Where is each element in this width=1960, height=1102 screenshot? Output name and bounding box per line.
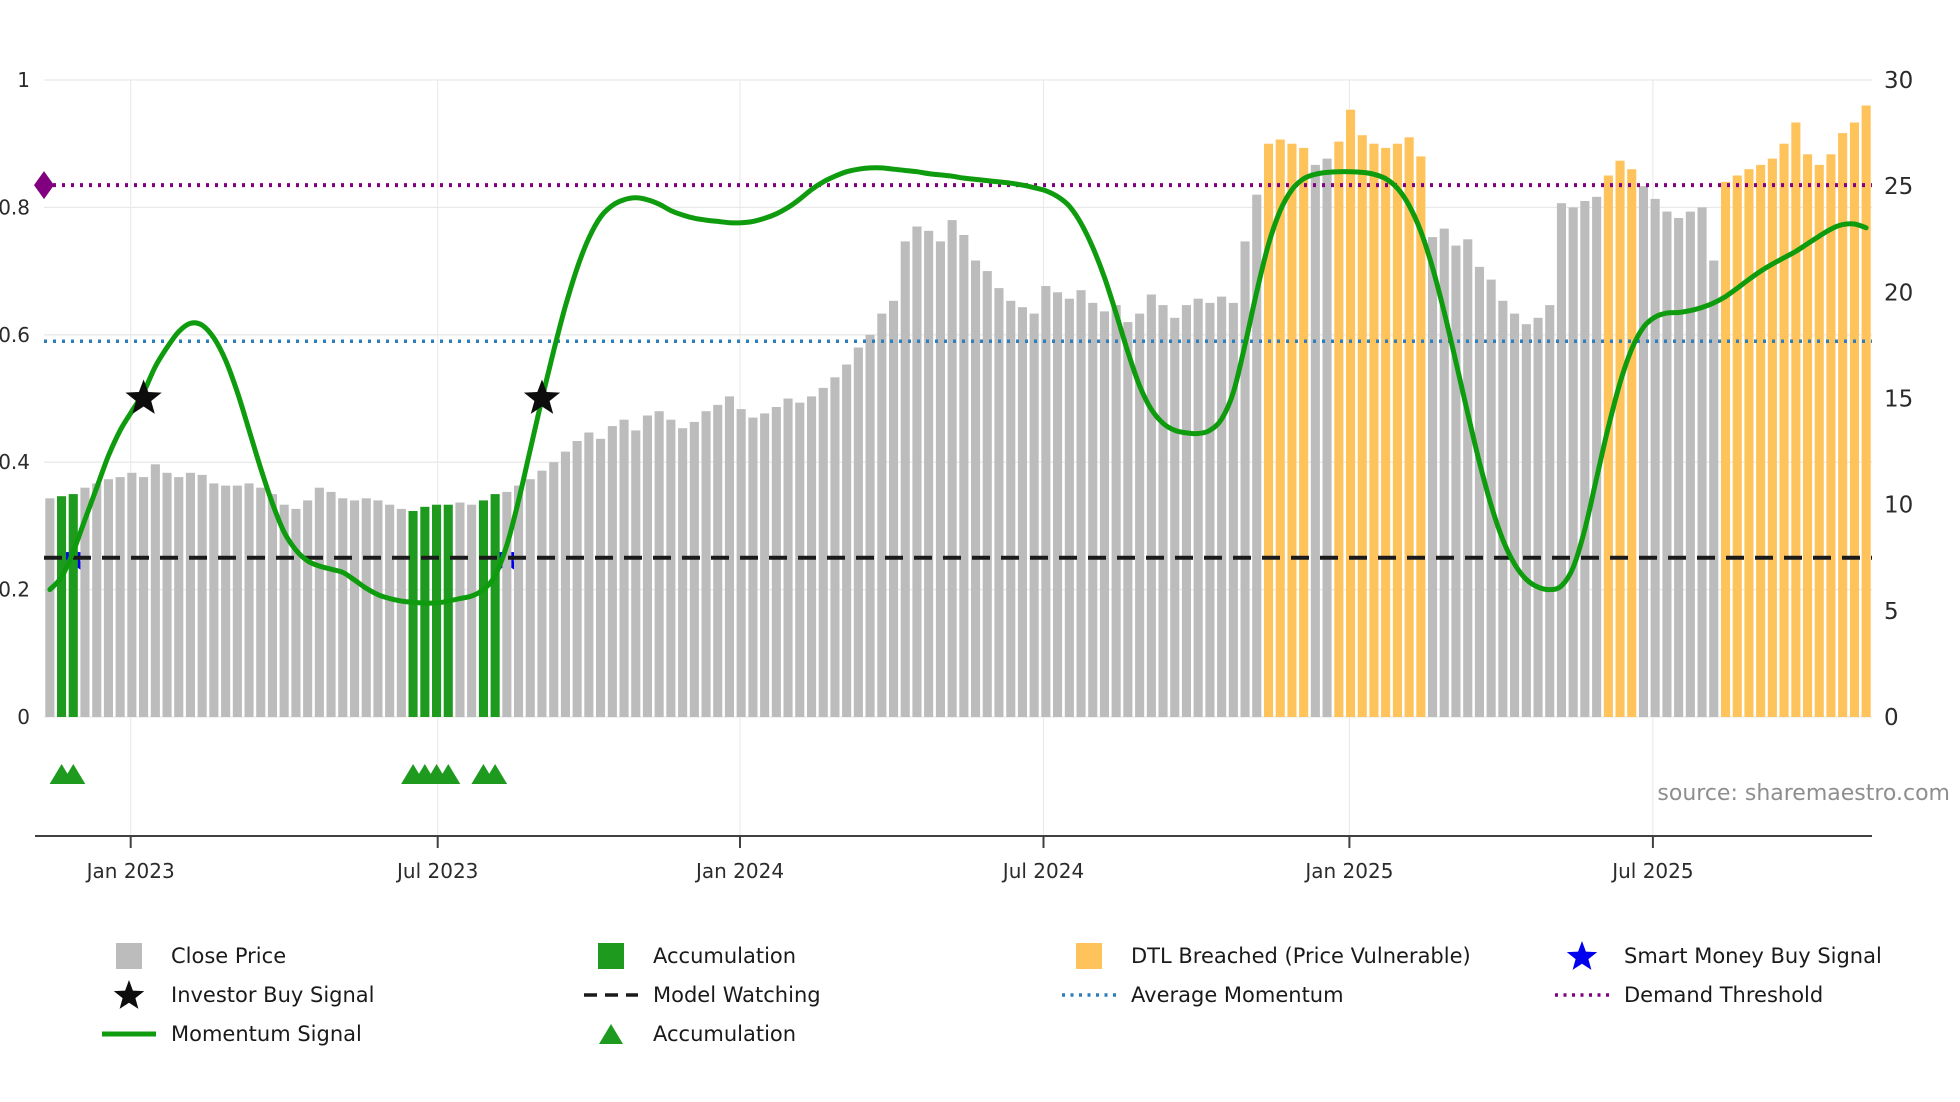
left-axis-tick-label: 0.4 bbox=[0, 450, 30, 474]
x-tick-label: Jul 2025 bbox=[1610, 859, 1693, 883]
accumulation-triangle-icon bbox=[61, 764, 86, 784]
star-swatch-icon bbox=[100, 977, 158, 1013]
investor-buy-star-icon bbox=[125, 379, 162, 414]
legend-label: DTL Breached (Price Vulnerable) bbox=[1131, 943, 1471, 968]
legend-label: Model Watching bbox=[653, 982, 821, 1007]
signal-markers bbox=[34, 171, 561, 784]
legend-item-average-momentum: Average Momentum bbox=[1060, 975, 1471, 1014]
legend-column-2: Accumulation Model Watching Accumulation bbox=[582, 936, 821, 1053]
square-swatch-icon bbox=[582, 941, 640, 971]
left-axis-tick-label: 1 bbox=[17, 68, 30, 92]
legend-item-close-price: Close Price bbox=[100, 936, 375, 975]
legend-column-4: Smart Money Buy Signal Demand Threshold bbox=[1553, 936, 1882, 1014]
dotted-swatch-icon bbox=[1553, 990, 1611, 1000]
x-tick-label: Jan 2024 bbox=[694, 859, 784, 883]
dotted-swatch-icon bbox=[1060, 990, 1118, 1000]
left-axis-tick-label: 0.2 bbox=[0, 578, 30, 602]
triangle-swatch-icon bbox=[582, 1021, 640, 1047]
legend-item-dtl-breached-price-vulnerable: DTL Breached (Price Vulnerable) bbox=[1060, 936, 1471, 975]
legend-column-3: DTL Breached (Price Vulnerable) Average M… bbox=[1060, 936, 1471, 1014]
right-axis-tick-label: 0 bbox=[1884, 705, 1899, 731]
dashed-swatch-icon bbox=[582, 990, 640, 1000]
star-swatch-icon bbox=[1553, 938, 1611, 974]
right-axis-tick-label: 5 bbox=[1884, 599, 1899, 625]
legend-label: Close Price bbox=[171, 943, 287, 968]
price-momentum-chart: Jan 2023 Jul 2023 Jan 2024 Jul 2024 Jan 2025… bbox=[0, 68, 1950, 883]
legend-item-momentum-signal: Momentum Signal bbox=[100, 1014, 375, 1053]
legend-item-demand-threshold: Demand Threshold bbox=[1553, 975, 1882, 1014]
reference-lines bbox=[44, 183, 1872, 560]
legend-item-accumulation: Accumulation bbox=[582, 936, 821, 975]
right-axis-tick-label: 25 bbox=[1884, 174, 1913, 200]
accumulation-triangle-icon bbox=[483, 764, 508, 784]
legend-item-smart-money-buy-signal: Smart Money Buy Signal bbox=[1553, 936, 1882, 975]
source-credit: source: sharemaestro.com bbox=[1657, 781, 1950, 806]
x-tick-label: Jul 2024 bbox=[1001, 859, 1084, 883]
square-swatch-icon bbox=[1060, 941, 1118, 971]
legend-label: Investor Buy Signal bbox=[171, 982, 375, 1007]
accumulation-triangle-icon bbox=[436, 764, 461, 784]
right-axis-tick-label: 15 bbox=[1884, 387, 1913, 413]
legend-label: Average Momentum bbox=[1131, 982, 1344, 1007]
axes: Jan 2023 Jul 2023 Jan 2024 Jul 2024 Jan 2025… bbox=[0, 68, 1913, 883]
legend-label: Momentum Signal bbox=[171, 1021, 362, 1046]
legend-label: Smart Money Buy Signal bbox=[1624, 943, 1882, 968]
left-axis-tick-label: 0.6 bbox=[0, 323, 30, 347]
legend-column-1: Close Price Investor Buy Signal Momentum S… bbox=[100, 936, 375, 1053]
right-axis-tick-label: 30 bbox=[1884, 68, 1913, 94]
investor-buy-star-icon bbox=[523, 379, 561, 414]
demand-threshold-diamond-icon bbox=[34, 171, 54, 200]
legend-label: Demand Threshold bbox=[1624, 982, 1824, 1007]
legend-label: Accumulation bbox=[653, 1021, 797, 1046]
legend-item-accumulation: Accumulation bbox=[582, 1014, 821, 1053]
left-axis-tick-label: 0.8 bbox=[0, 195, 30, 219]
momentum-signal-line bbox=[47, 165, 1869, 606]
x-tick-label: Jul 2023 bbox=[395, 859, 478, 883]
right-axis-tick-label: 10 bbox=[1884, 493, 1913, 519]
legend-label: Accumulation bbox=[653, 943, 797, 968]
right-axis-tick-label: 20 bbox=[1884, 280, 1913, 306]
legend-item-investor-buy-signal: Investor Buy Signal bbox=[100, 975, 375, 1014]
x-tick-label: Jan 2023 bbox=[85, 859, 175, 883]
left-axis-tick-label: 0 bbox=[17, 705, 30, 729]
x-tick-label: Jan 2025 bbox=[1303, 859, 1393, 883]
price-bars bbox=[45, 105, 1871, 718]
square-swatch-icon bbox=[100, 941, 158, 971]
legend-item-model-watching: Model Watching bbox=[582, 975, 821, 1014]
line-swatch-icon bbox=[100, 1029, 158, 1039]
